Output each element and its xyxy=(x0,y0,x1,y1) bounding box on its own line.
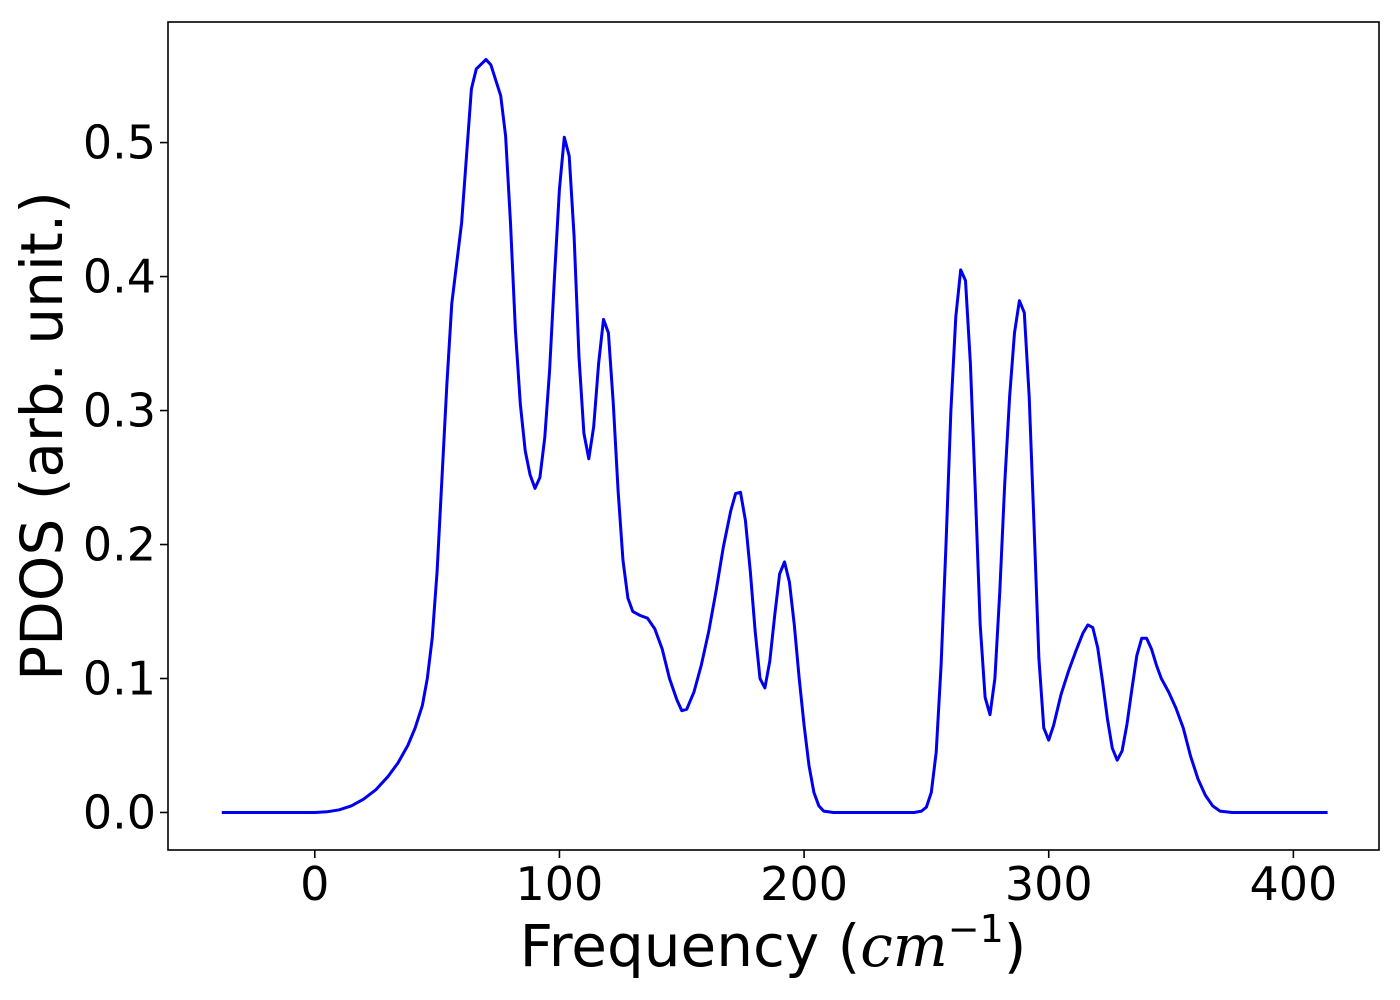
x-axis-label-exponent: −1 xyxy=(948,907,1004,951)
y-tick-label: 0.4 xyxy=(83,250,156,304)
y-tick-label: 0.1 xyxy=(83,652,156,706)
plot-frame xyxy=(167,21,1380,851)
pdos-series-line xyxy=(221,58,1328,814)
x-axis-label-close: ) xyxy=(1004,912,1027,980)
y-tick-label: 0.2 xyxy=(83,518,156,572)
x-axis-label-text: Frequency ( xyxy=(520,912,861,980)
y-axis-label: PDOS (arb. unit.) xyxy=(8,191,76,681)
y-tick-label: 0.0 xyxy=(83,785,156,839)
x-tick-label: 200 xyxy=(760,857,848,911)
x-tick-label: 100 xyxy=(516,857,604,911)
y-tick-label: 0.3 xyxy=(83,384,156,438)
x-tick-label: 400 xyxy=(1249,857,1337,911)
y-axis-ticks: 0.0 0.1 0.2 0.3 0.4 0.5 xyxy=(83,116,168,839)
x-tick-label: 300 xyxy=(1005,857,1093,911)
x-axis-label-unit: cm xyxy=(860,912,947,980)
x-axis-ticks: 0 100 200 300 400 xyxy=(300,850,1337,911)
x-axis-label: Frequency (cm−1) xyxy=(520,907,1027,980)
y-tick-label: 0.5 xyxy=(83,116,156,170)
x-tick-label: 0 xyxy=(300,857,329,911)
